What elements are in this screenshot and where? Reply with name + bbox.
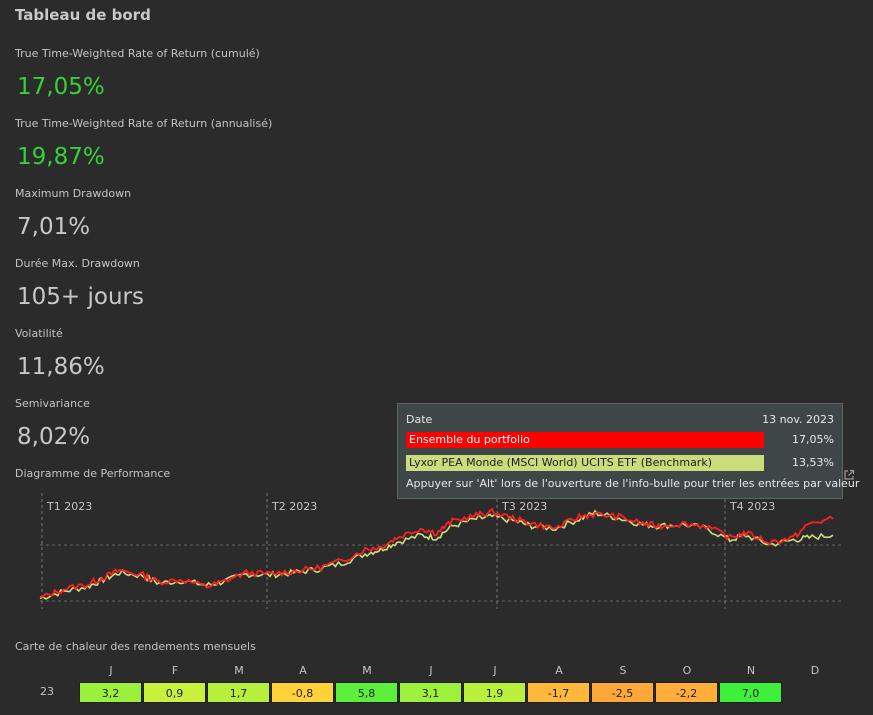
- tooltip-series-name-benchmark: Lyxor PEA Monde (MSCI World) UCITS ETF (…: [406, 455, 764, 471]
- heatmap-cell[interactable]: 1,7: [207, 682, 270, 703]
- metric-label-ttwror-cumulative: True Time-Weighted Rate of Return (cumul…: [15, 47, 260, 60]
- tooltip-series-row-benchmark: Lyxor PEA Monde (MSCI World) UCITS ETF (…: [406, 455, 834, 471]
- heatmap-month-header: D: [810, 664, 820, 677]
- tooltip-series-row-portfolio: Ensemble du portfolio 17,05%: [406, 432, 834, 448]
- heatmap-month-header: A: [555, 664, 563, 677]
- heatmap-cell[interactable]: -2,5: [591, 682, 654, 703]
- chart-quarter-label: T2 2023: [271, 500, 317, 513]
- metric-value-volatility: 11,86%: [17, 354, 105, 380]
- heatmap-month-header: J: [429, 664, 433, 677]
- chart-quarter-label: T1 2023: [46, 500, 92, 513]
- metric-label-max-drawdown-duration: Durée Max. Drawdown: [15, 257, 140, 270]
- metric-label-max-drawdown: Maximum Drawdown: [15, 187, 132, 200]
- heatmap-cell[interactable]: 3,1: [399, 682, 462, 703]
- heatmap-label: Carte de chaleur des rendements mensuels: [15, 640, 256, 653]
- heatmap-cell[interactable]: 7,0: [719, 682, 782, 703]
- chart-quarter-label: T4 2023: [729, 500, 775, 513]
- heatmap-month-header: F: [171, 664, 179, 677]
- heatmap-cell[interactable]: 3,2: [79, 682, 142, 703]
- tooltip-series-value-benchmark: 13,53%: [792, 456, 834, 469]
- metric-value-ttwror-annualized: 19,87%: [17, 144, 105, 170]
- metric-value-max-drawdown: 7,01%: [17, 214, 91, 240]
- metric-value-ttwror-cumulative: 17,05%: [17, 74, 105, 100]
- heatmap-year-label: 23: [40, 685, 54, 698]
- heatmap-cell[interactable]: 5,8: [335, 682, 398, 703]
- series-line-portfolio: [39, 507, 834, 598]
- chart-tooltip: Date 13 nov. 2023 Ensemble du portfolio …: [397, 403, 859, 499]
- heatmap-month-header: M: [234, 664, 244, 677]
- tooltip-series-value-portfolio: 17,05%: [792, 433, 834, 446]
- tooltip-date-value: 13 nov. 2023: [762, 413, 834, 426]
- heatmap-cell[interactable]: 0,9: [143, 682, 206, 703]
- metric-label-ttwror-annualized: True Time-Weighted Rate of Return (annua…: [15, 117, 273, 130]
- heatmap-cell[interactable]: 1,9: [463, 682, 526, 703]
- heatmap-month-header: O: [682, 664, 692, 677]
- series-line-benchmark: [39, 509, 834, 600]
- dashboard-title: Tableau de bord: [15, 6, 151, 24]
- heatmap-month-header: M: [362, 664, 372, 677]
- heatmap-month-header: J: [109, 664, 113, 677]
- heatmap-cell[interactable]: -1,7: [527, 682, 590, 703]
- metric-value-max-drawdown-duration: 105+ jours: [17, 284, 144, 310]
- external-link-icon[interactable]: [843, 469, 855, 481]
- heatmap-month-header: A: [299, 664, 307, 677]
- chart-quarter-label: T3 2023: [501, 500, 547, 513]
- tooltip-date-label: Date: [406, 413, 433, 426]
- tooltip-hint: Appuyer sur 'Alt' lors de l'ouverture de…: [406, 477, 860, 490]
- metric-value-semivariance: 8,02%: [17, 424, 91, 450]
- metric-label-semivariance: Semivariance: [15, 397, 90, 410]
- heatmap-cell[interactable]: -0,8: [271, 682, 334, 703]
- heatmap-month-header: S: [619, 664, 627, 677]
- tooltip-date-row: Date 13 nov. 2023: [406, 412, 834, 428]
- tooltip-series-name-portfolio: Ensemble du portfolio: [406, 432, 764, 448]
- heatmap-month-header: J: [493, 664, 497, 677]
- metric-label-volatility: Volatilité: [15, 327, 63, 340]
- performance-chart[interactable]: T1 2023 T2 2023 T3 2023 T4 2023: [0, 485, 873, 610]
- heatmap-month-header: N: [746, 664, 756, 677]
- heatmap-cell[interactable]: -2,2: [655, 682, 718, 703]
- performance-chart-label: Diagramme de Performance: [15, 467, 171, 480]
